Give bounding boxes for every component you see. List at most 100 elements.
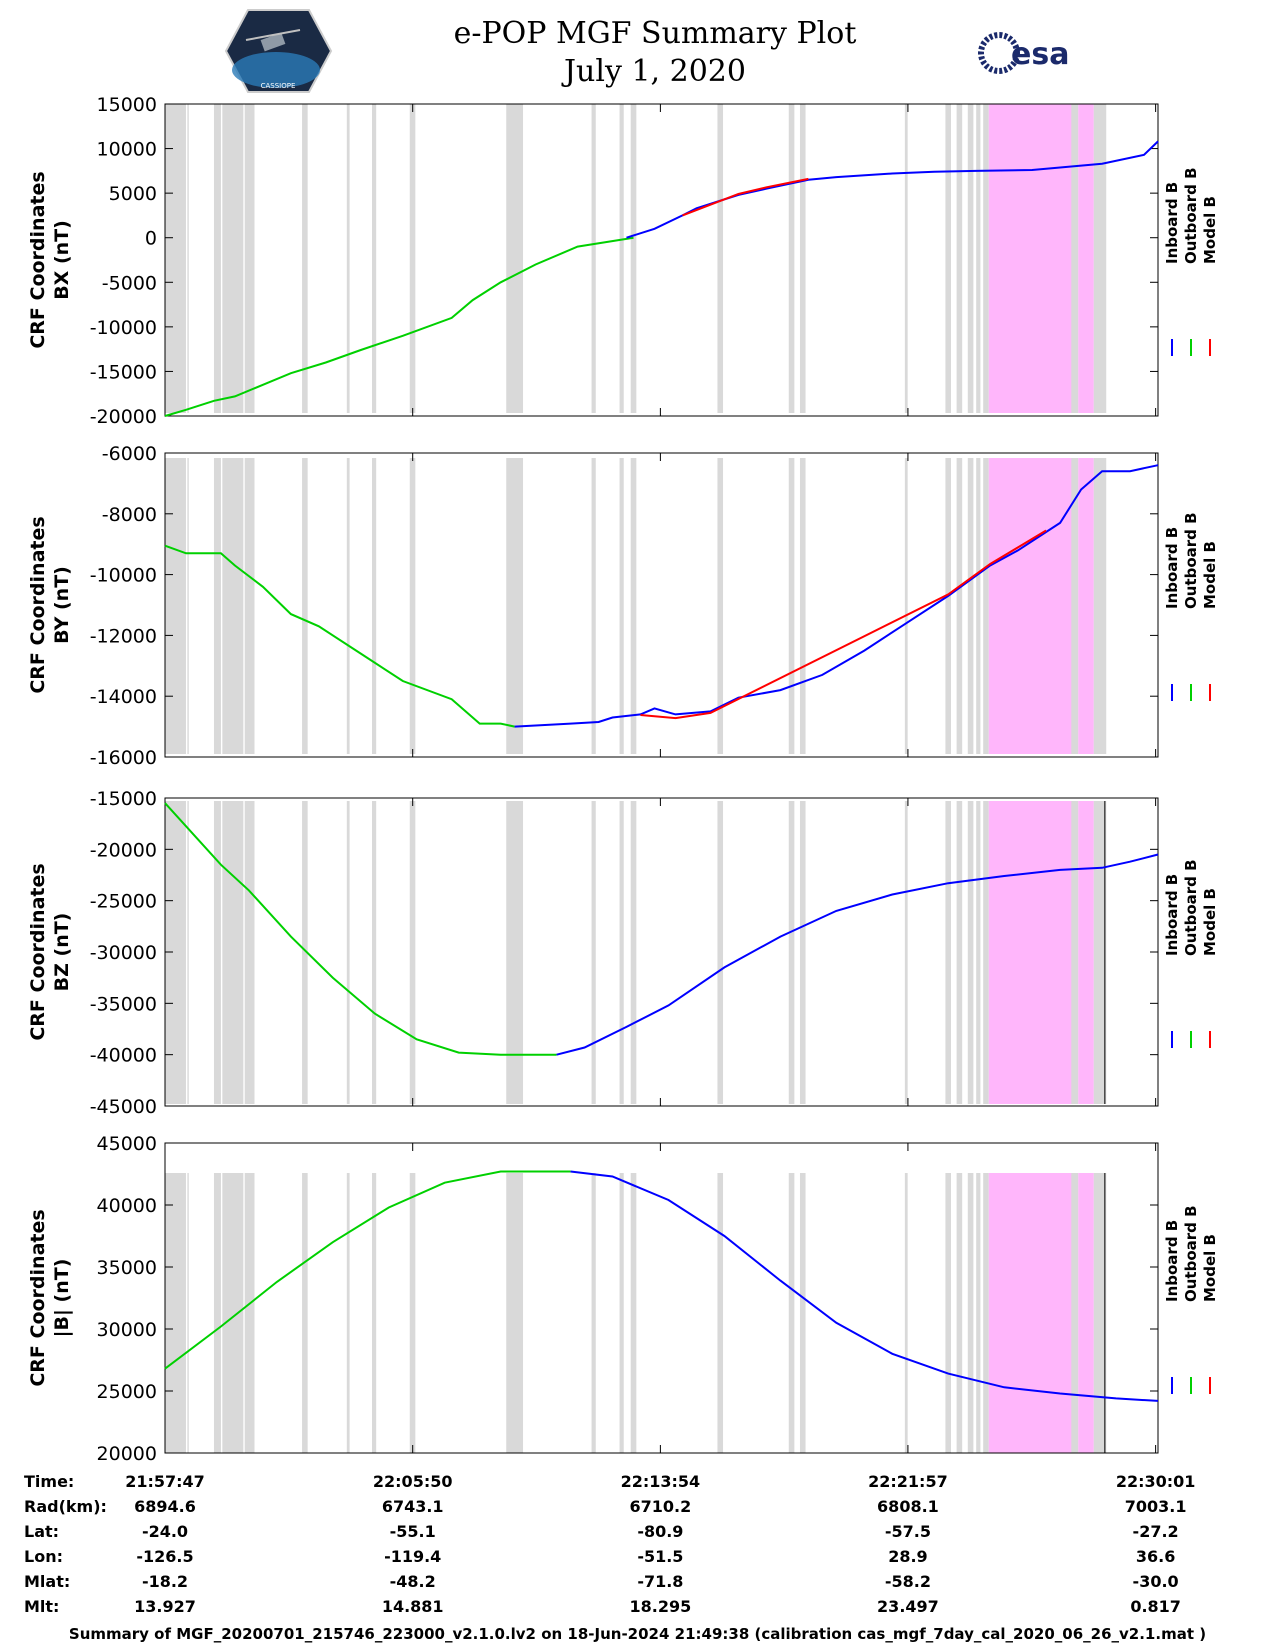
table-row-label: Lat:: [24, 1522, 59, 1541]
data-gap-band: [346, 104, 350, 413]
data-gap-band: [983, 458, 989, 754]
y-tick-label: 10000: [97, 139, 157, 161]
data-gap-band: [630, 458, 637, 754]
data-gap-band: [371, 801, 377, 1104]
y-tick-label: 5000: [109, 183, 157, 205]
data-gap-band: [187, 458, 189, 754]
data-gap-band: [222, 458, 244, 754]
data-gap-band: [1068, 104, 1079, 413]
footer-caption: Summary of MGF_20200701_215746_223000_v2…: [68, 1625, 1207, 1643]
table-cell: 22:21:57: [868, 1472, 948, 1491]
data-gap-band: [1068, 458, 1079, 754]
data-gap-band: [619, 104, 624, 413]
y-tick-label: -12000: [90, 625, 157, 647]
data-gap-band: [967, 801, 974, 1104]
data-gap-band: [967, 104, 974, 413]
cassiope-logo-text: CASSIOPE: [261, 82, 296, 90]
y-axis-label-line2: BZ (nT): [51, 913, 73, 992]
data-gap-band: [591, 801, 596, 1104]
data-gap-band: [799, 801, 806, 1104]
table-cell: 7003.1: [1125, 1497, 1187, 1516]
data-gap-band: [967, 1173, 974, 1453]
data-gap-band: [302, 1173, 308, 1453]
plot-frame: [164, 452, 1159, 758]
data-gap-band: [244, 1173, 255, 1453]
table-cell: -80.9: [637, 1522, 683, 1541]
table-cell: 6894.6: [134, 1497, 196, 1516]
legend-label: Inboard B: [1163, 182, 1181, 264]
data-gap-band: [346, 801, 350, 1104]
table-cell: 14.881: [382, 1597, 444, 1616]
table-cell: 22:05:50: [373, 1472, 453, 1491]
data-gap-band: [506, 1173, 524, 1453]
y-axis-label-line2: |B| (nT): [51, 1259, 73, 1338]
data-gap-band: [799, 458, 806, 754]
data-gap-band: [1068, 1173, 1079, 1453]
table-cell: 23.497: [877, 1597, 939, 1616]
data-gap-band: [371, 1173, 377, 1453]
table-row-label: Lon:: [24, 1547, 63, 1566]
data-gap-band: [187, 801, 189, 1104]
data-gap-band: [904, 104, 908, 413]
data-gap-band: [904, 458, 908, 754]
y-tick-label: -40000: [90, 1045, 157, 1067]
data-gap-band: [222, 1173, 244, 1453]
y-axis-label: CRF Coordinates |B| (nT): [27, 1209, 73, 1386]
data-gap-band: [244, 104, 255, 413]
data-gap-band: [1068, 801, 1079, 1104]
y-axis-label-line2: BY (nT): [51, 566, 73, 644]
y-axis-label-line1: CRF Coordinates: [27, 171, 49, 348]
table-cell: 6743.1: [382, 1497, 444, 1516]
data-gap-band: [976, 1173, 981, 1453]
table-cell: -119.4: [384, 1547, 441, 1566]
legend-label: Outboard B: [1182, 1205, 1200, 1302]
table-cell: -24.0: [142, 1522, 188, 1541]
data-gap-band: [409, 1173, 416, 1453]
table-cell: -30.0: [1133, 1572, 1179, 1591]
data-gap-band: [956, 801, 963, 1104]
data-gap-band: [187, 104, 189, 413]
series-line-outboard-b: [164, 802, 557, 1056]
y-tick-label: -25000: [90, 891, 157, 913]
highlight-band: [988, 458, 1072, 754]
y-axis-label: CRF Coordinates BX (nT): [27, 171, 73, 348]
y-tick-label: -5000: [102, 272, 157, 294]
data-gap-band: [956, 104, 963, 413]
legend-label: Outboard B: [1182, 167, 1200, 264]
table-cell: -57.5: [885, 1522, 931, 1541]
data-gap-band: [1093, 104, 1107, 413]
panel-3: -15000 -20000 -25000 -30000 -35000 -40000 -450…: [27, 788, 1219, 1118]
legend-label: Outboard B: [1182, 859, 1200, 956]
data-gap-band: [213, 1173, 221, 1453]
data-gap-band: [244, 801, 255, 1104]
panel-1: 15000 10000 5000 0 -5000 -10000 -15000 -20000 CR…: [27, 94, 1219, 428]
data-gap-band: [945, 801, 952, 1104]
legend-label: Inboard B: [1163, 874, 1181, 956]
data-gap-band: [302, 801, 308, 1104]
table-cell: 28.9: [888, 1547, 927, 1566]
data-gap-band: [165, 104, 186, 413]
table-cell: -71.8: [637, 1572, 683, 1591]
y-tick-label: 30000: [97, 1319, 157, 1341]
data-gap-band: [983, 801, 989, 1104]
table-row-label: Rad(km):: [24, 1497, 107, 1516]
data-gap-band: [165, 458, 186, 754]
table-cell: 18.295: [630, 1597, 692, 1616]
data-gap-band: [788, 458, 795, 754]
data-gap-band: [591, 104, 596, 413]
series-line-inboard-b: [514, 464, 1159, 728]
data-gap-band: [904, 1173, 908, 1453]
table-row-label: Mlt:: [24, 1597, 59, 1616]
highlight-band: [988, 801, 1072, 1104]
table-cell: 22:13:54: [621, 1472, 701, 1491]
table-cell: 21:57:47: [125, 1472, 205, 1491]
series-line-outboard-b: [164, 236, 634, 417]
data-gap-band: [506, 801, 524, 1104]
data-gap-band: [967, 458, 974, 754]
data-gap-band: [187, 1173, 189, 1453]
y-tick-label: 20000: [97, 1443, 157, 1465]
plot-frame: [164, 1142, 1159, 1454]
y-axis-label-line1: CRF Coordinates: [27, 1209, 49, 1386]
data-gap-band: [244, 458, 255, 754]
